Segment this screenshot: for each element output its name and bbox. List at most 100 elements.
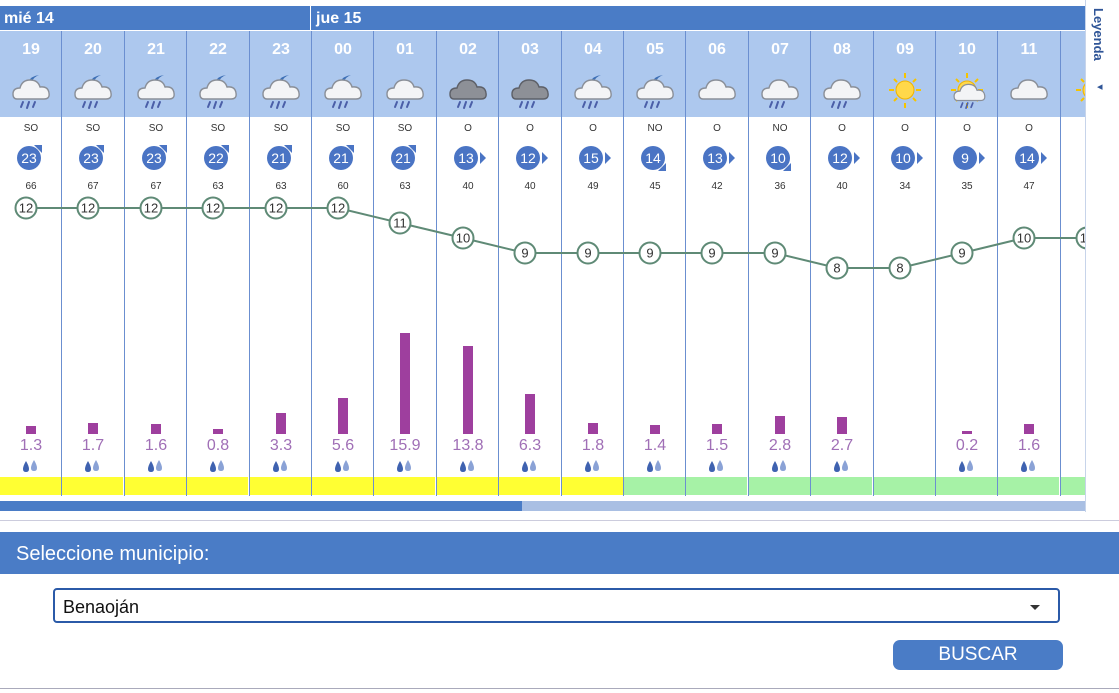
wind-speed-value: 23	[21, 150, 37, 166]
humidity-value: 49	[587, 181, 599, 192]
wind-speed-badge: 14	[1014, 145, 1047, 171]
precipitation-value: 2.8	[768, 437, 792, 454]
precipitation-bar	[962, 431, 972, 434]
night-cloud-rain-icon	[319, 69, 367, 113]
column-divider	[61, 31, 62, 496]
municipality-header: Seleccione municipio:	[0, 532, 1119, 574]
hour-column: 22 SO 22 63 0.8	[187, 31, 249, 496]
rain-drop-icon	[458, 459, 478, 475]
hour-column: 21 SO 23 67 1.6	[125, 31, 187, 496]
precipitation-bar	[588, 423, 598, 434]
wind-direction: SO	[273, 123, 289, 134]
hour-column: 19 SO 23 66 1.3	[0, 31, 62, 496]
day-label-thu: jue 15	[316, 10, 362, 27]
horizontal-scrollbar[interactable]	[0, 501, 1085, 511]
hour-column: 01 SO 21 63 15.9	[374, 31, 436, 496]
rain-drop-icon	[208, 459, 228, 475]
rain-probability-cell	[0, 477, 61, 495]
day-header-bar: mié 14 jue 15	[0, 6, 1085, 30]
precipitation-bar	[213, 429, 223, 434]
wind-speed-value: 21	[333, 150, 349, 166]
chevron-down-icon	[1030, 605, 1040, 610]
humidity-value: 36	[774, 181, 786, 192]
cloud-rain-icon	[756, 69, 804, 113]
wind-speed-value: 9	[961, 150, 969, 166]
wind-speed-badge: 22	[203, 145, 229, 171]
hour-label: 19	[22, 41, 40, 58]
rain-drop-icon	[333, 459, 353, 475]
wind-direction: O	[838, 123, 846, 134]
precipitation-value: 1.3	[19, 437, 43, 454]
wind-direction: SO	[397, 123, 413, 134]
night-cloud-rain-icon	[631, 69, 679, 113]
legend-label[interactable]: Leyenda	[1091, 8, 1106, 61]
hour-column: 08 O 12 40 2.7	[811, 31, 873, 496]
wind-speed-value: 22	[208, 150, 224, 166]
precipitation-bar	[400, 333, 410, 434]
legend-panel[interactable]: Leyenda ◂	[1085, 0, 1119, 512]
rain-drop-icon	[271, 459, 291, 475]
rain-drop-icon	[520, 459, 540, 475]
hour-label: 04	[584, 41, 602, 58]
wind-speed-badge: 13	[702, 145, 735, 171]
hour-column: 10 O 9 35 0.2	[936, 31, 998, 496]
rain-probability-cell	[62, 477, 123, 495]
wind-direction: SO	[335, 123, 351, 134]
rain-probability-cell	[499, 477, 560, 495]
rain-drop-icon	[83, 459, 103, 475]
wind-speed-value: 23	[83, 150, 99, 166]
precipitation-value: 5.6	[331, 437, 355, 454]
precipitation-bar	[1024, 424, 1034, 434]
wind-speed-badge: 21	[390, 145, 416, 171]
wind-direction: SO	[148, 123, 164, 134]
precipitation-bar	[338, 398, 348, 434]
wind-speed-value: 14	[645, 150, 661, 166]
hour-label: 07	[771, 41, 789, 58]
wind-speed-badge: 21	[328, 145, 354, 171]
wind-speed-badge: 23	[141, 145, 167, 171]
humidity-value: 63	[275, 181, 287, 192]
hour-label: 21	[147, 41, 165, 58]
humidity-value: 63	[399, 181, 411, 192]
rain-probability-cell	[374, 477, 435, 495]
rain-drop-icon	[583, 459, 603, 475]
hour-column: 11 O 14 47 1.6	[998, 31, 1060, 496]
column-divider	[748, 31, 749, 496]
hour-column: 20 SO 23 67 1.7	[62, 31, 124, 496]
column-divider	[997, 31, 998, 496]
wind-speed-badge: 21	[266, 145, 292, 171]
column-divider	[498, 31, 499, 496]
sun-icon	[1068, 69, 1085, 113]
precipitation-value: 1.7	[81, 437, 105, 454]
rain-probability-cell	[187, 477, 248, 495]
night-cloud-rain-icon	[7, 69, 55, 113]
wind-direction: SO	[23, 123, 39, 134]
column-divider	[124, 31, 125, 496]
hour-column: 09 O 10 34	[874, 31, 936, 496]
rain-probability-cell	[749, 477, 810, 495]
humidity-value: 60	[337, 181, 349, 192]
hour-label: 09	[896, 41, 914, 58]
wind-speed-badge: 14	[640, 145, 666, 171]
column-divider	[186, 31, 187, 496]
rain-probability-cell	[624, 477, 685, 495]
hour-column: 04 O 15 49 1.8	[562, 31, 624, 496]
humidity-value: 63	[212, 181, 224, 192]
hour-label: 11	[1020, 41, 1038, 58]
wind-direction: O	[526, 123, 534, 134]
precipitation-value: 1.8	[581, 437, 605, 454]
search-button[interactable]: BUSCAR	[893, 640, 1063, 670]
sun-icon	[881, 69, 929, 113]
legend-toggle-icon[interactable]: ◂	[1097, 81, 1103, 93]
wind-direction: NO	[647, 123, 663, 134]
municipality-select[interactable]: Benaoján	[53, 588, 1060, 623]
hour-column: 03 O 12 40 6.3	[499, 31, 561, 496]
wind-speed-badge: 23	[78, 145, 104, 171]
humidity-value: 40	[462, 181, 474, 192]
night-cloud-rain-icon	[257, 69, 305, 113]
wind-direction: O	[1025, 123, 1033, 134]
humidity-value: 66	[25, 181, 37, 192]
hour-label: 10	[958, 41, 976, 58]
precipitation-bar	[88, 423, 98, 434]
scrollbar-thumb[interactable]	[0, 501, 522, 511]
